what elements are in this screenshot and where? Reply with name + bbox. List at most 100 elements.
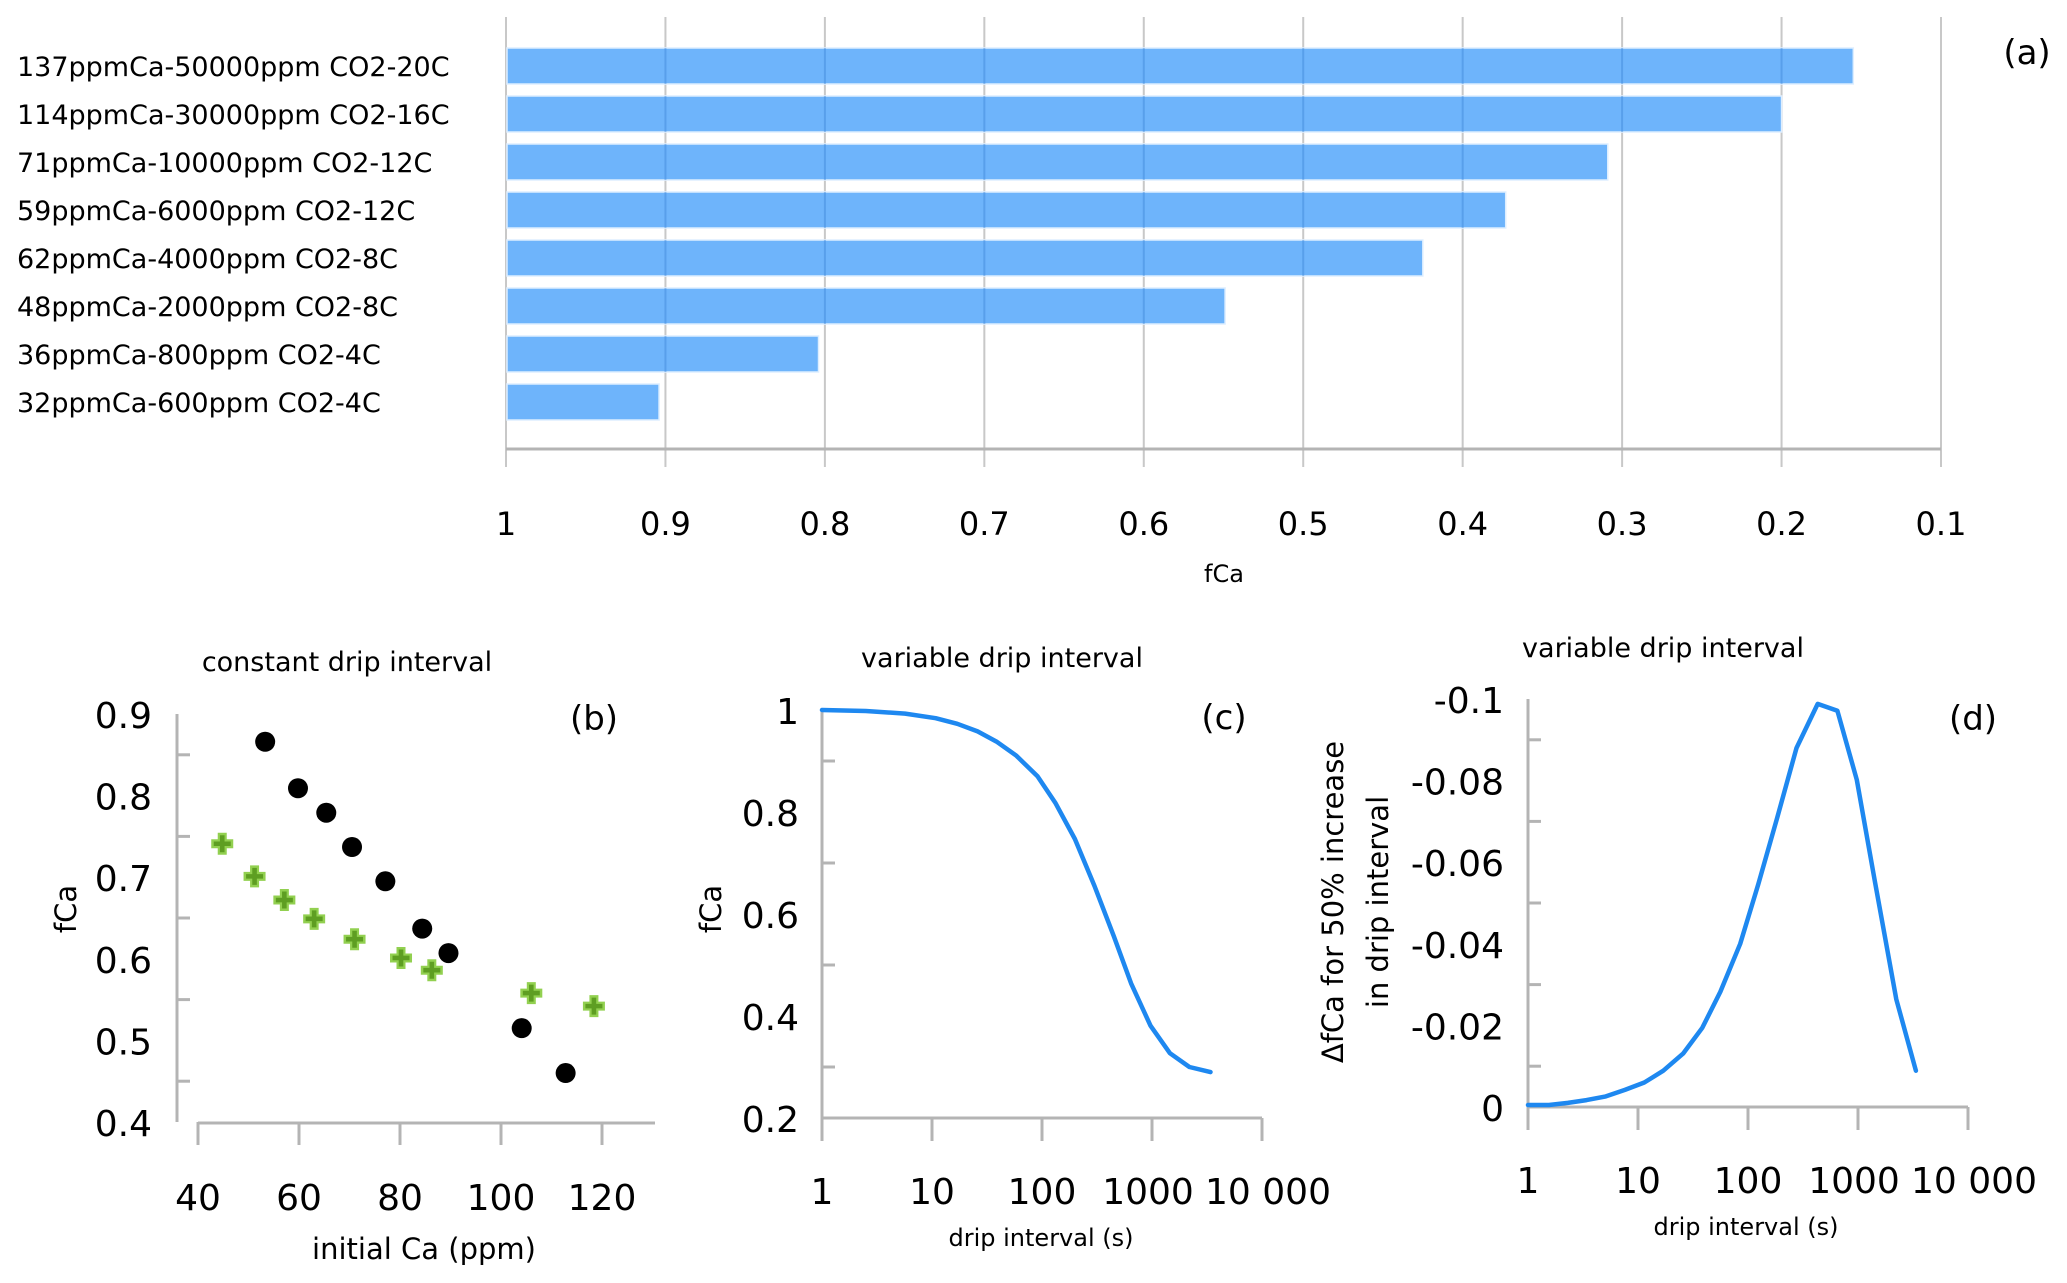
d-x-tick-label: 10 (1615, 1161, 1661, 1202)
b-y-axis-title: fCa (49, 885, 83, 933)
d-y-tick-labels: -0.1 -0.08 -0.06 -0.04 -0.02 0 (1411, 681, 1504, 1130)
a-x-tick-label: 0.3 (1597, 505, 1648, 543)
a-x-tick-label: 0.1 (1916, 505, 1967, 543)
c-y-tick-label: 0.4 (742, 998, 799, 1039)
b-cross-inner (392, 949, 410, 967)
a-bar (506, 239, 1424, 277)
a-bar (506, 335, 820, 373)
b-point-circle (438, 943, 459, 964)
d-x-tick-label: 10 000 (1911, 1161, 2037, 1202)
panel-b-scatter-chart: constant drip interval 0.90.80.70.60.50.… (49, 647, 655, 1266)
b-point-cross (582, 995, 605, 1018)
c-x-tick-label: 10 (909, 1172, 955, 1213)
d-y-tick-label: -0.02 (1411, 1007, 1504, 1048)
c-x-tick-label: 1000 (1102, 1172, 1194, 1213)
c-y-tick-label: 1 (776, 692, 799, 733)
b-cross-inner (585, 997, 603, 1015)
c-x-tick-label: 100 (1008, 1172, 1077, 1213)
a-category-label: 62ppmCa-4000ppm CO2-8C (17, 244, 398, 275)
c-title: variable drip interval (861, 643, 1143, 674)
a-category-label: 59ppmCa-6000ppm CO2-12C (17, 196, 415, 227)
b-x-tick-labels: 40 60 80 100 120 (175, 1178, 636, 1219)
a-x-tick-label: 0.7 (959, 505, 1010, 543)
b-points (211, 731, 605, 1084)
b-x-axis-title: initial Ca (ppm) (312, 1232, 536, 1266)
a-x-tick-label: 0.9 (640, 505, 691, 543)
d-y-tick-label: -0.06 (1411, 844, 1504, 885)
b-y-tick-labels: 0.9 0.8 0.7 0.6 0.5 0.4 (95, 696, 152, 1145)
a-bar (506, 191, 1507, 229)
b-x-tick-label: 40 (175, 1178, 221, 1219)
c-y-tick-label: 0.6 (742, 896, 799, 937)
a-x-tick-label: 0.5 (1278, 505, 1329, 543)
a-category-labels: 137ppmCa-50000ppm CO2-20C 114ppmCa-30000p… (17, 52, 450, 419)
b-point-cross (211, 832, 234, 855)
b-x-tick-label: 60 (276, 1178, 322, 1219)
c-x-axis-title: drip interval (s) (949, 1224, 1134, 1252)
b-x-tick-label: 120 (568, 1178, 637, 1219)
d-x-tick-labels: 1 10 100 1000 10 000 (1517, 1161, 2037, 1202)
b-point-circle (255, 731, 276, 752)
a-bar (506, 383, 660, 421)
a-bar (506, 47, 1855, 85)
b-point-cross (303, 907, 326, 930)
d-x-tick-label: 1 (1517, 1161, 1540, 1202)
a-category-label: 137ppmCa-50000ppm CO2-20C (17, 52, 450, 83)
b-point-cross (420, 959, 443, 982)
c-y-axis-title: fCa (694, 885, 728, 933)
b-point-circle (375, 871, 396, 892)
b-point-cross (520, 982, 543, 1005)
panel-d-line-chart: variable drip interval -0.1 -0.08 -0.06 -0.… (1316, 633, 2037, 1241)
a-gridlines-overlay (664, 48, 1783, 372)
panel-c-line-chart: variable drip interval 1 0.8 0.6 0.4 0.2 1 10… (694, 643, 1331, 1252)
b-point-circle (412, 918, 433, 939)
a-category-label: 32ppmCa-600ppm CO2-4C (17, 388, 381, 419)
a-bar (506, 287, 1226, 325)
a-category-label: 48ppmCa-2000ppm CO2-8C (17, 292, 398, 323)
d-y-tick-label: -0.08 (1411, 763, 1504, 804)
c-y-tick-label: 0.8 (742, 794, 799, 835)
d-series (1525, 701, 1919, 1108)
a-x-tick-label: 0.8 (799, 505, 850, 543)
b-x-tick-label: 80 (377, 1178, 423, 1219)
b-cross-inner (275, 891, 293, 909)
b-y-tick-label: 0.8 (95, 778, 152, 819)
c-y-tick-labels: 1 0.8 0.6 0.4 0.2 (742, 692, 799, 1141)
c-series-line (819, 707, 1213, 1075)
b-cross-inner (522, 984, 540, 1002)
b-point-cross (273, 889, 296, 912)
a-category-label: 71ppmCa-10000ppm CO2-12C (17, 148, 432, 179)
b-cross-inner (246, 867, 264, 885)
d-y-axis-title-line-1: ΔfCa for 50% increase (1316, 741, 1350, 1063)
b-cross-inner (213, 835, 231, 853)
a-bar (506, 143, 1609, 181)
a-x-tick-label: 1 (496, 505, 516, 543)
c-panel-label: (c) (1201, 698, 1246, 738)
a-x-tick-label: 0.2 (1756, 505, 1807, 543)
d-title: variable drip interval (1522, 633, 1804, 664)
b-cross-inner (305, 910, 323, 928)
d-series-line (1525, 701, 1919, 1108)
a-category-label: 36ppmCa-800ppm CO2-4C (17, 340, 381, 371)
a-x-tick-label: 0.6 (1118, 505, 1169, 543)
d-x-tick-label: 100 (1714, 1161, 1783, 1202)
b-x-tick-label: 100 (467, 1178, 536, 1219)
b-y-tick-label: 0.9 (95, 696, 152, 737)
d-y-axis-title-line-2: in drip interval (1361, 796, 1395, 1008)
a-category-label: 114ppmCa-30000ppm CO2-16C (17, 100, 450, 131)
b-y-tick-label: 0.5 (95, 1022, 152, 1063)
c-x-tick-label: 1 (811, 1172, 834, 1213)
d-panel-label: (d) (1949, 699, 1997, 739)
panel-a-bar-chart: 137ppmCa-50000ppm CO2-20C 114ppmCa-30000p… (17, 17, 2051, 588)
b-title: constant drip interval (202, 647, 492, 678)
b-axes (175, 714, 655, 1145)
a-bar (506, 95, 1783, 133)
b-panel-label: (b) (570, 699, 618, 739)
d-y-tick-label: -0.1 (1434, 681, 1504, 722)
a-bars (506, 47, 1855, 421)
c-series (819, 707, 1213, 1075)
b-point-circle (287, 778, 308, 799)
c-y-tick-label: 0.2 (742, 1100, 799, 1141)
a-x-axis-title: fCa (1204, 560, 1244, 588)
